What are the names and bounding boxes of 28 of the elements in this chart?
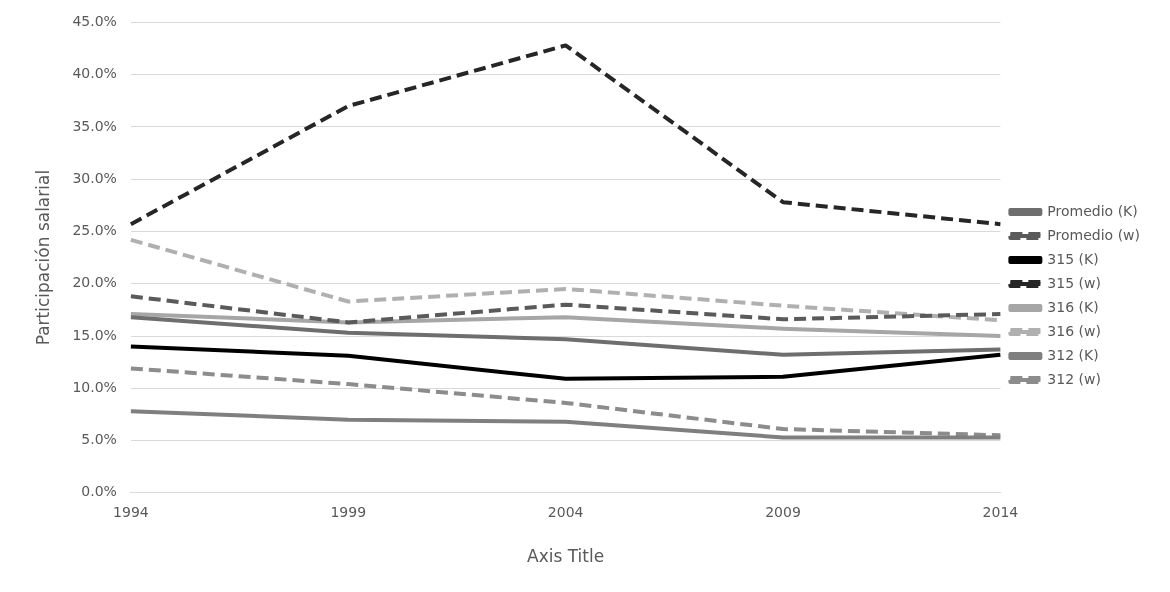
y-tick-label: 25.0%: [72, 222, 117, 239]
legend-label: 315 (w): [1047, 274, 1101, 291]
legend-label: 316 (K): [1047, 298, 1099, 315]
legend-label: 312 (K): [1047, 346, 1099, 363]
legend-label: 312 (w): [1047, 370, 1101, 387]
x-tick-label: 2009: [765, 503, 801, 520]
y-tick-label: 45.0%: [72, 13, 117, 30]
y-tick-label: 30.0%: [72, 169, 117, 186]
x-tick-label: 2014: [982, 503, 1019, 520]
y-axis-title: Participación salarial: [32, 169, 53, 346]
x-tick-label: 1999: [330, 503, 367, 520]
line-series: [128, 294, 1003, 325]
y-tick-label: 10.0%: [72, 378, 117, 395]
y-tick-label: 0.0%: [81, 483, 117, 500]
y-tick-label: 5.0%: [81, 431, 117, 448]
line-series: [128, 43, 1003, 227]
y-tick-label: 20.0%: [72, 274, 117, 291]
legend-label: 316 (w): [1047, 322, 1101, 339]
legend-label: 315 (K): [1047, 250, 1099, 267]
legend-label: Promedio (K): [1047, 202, 1138, 219]
y-tick-label: 35.0%: [72, 117, 117, 134]
y-tick-label: 15.0%: [72, 326, 117, 343]
x-tick-label: 1994: [113, 503, 149, 520]
legend-label: Promedio (w): [1047, 226, 1141, 243]
x-axis-title: Axis Title: [527, 546, 605, 567]
y-tick-label: 40.0%: [72, 65, 117, 82]
line-series: [128, 366, 1003, 438]
x-tick-label: 2004: [547, 503, 584, 520]
